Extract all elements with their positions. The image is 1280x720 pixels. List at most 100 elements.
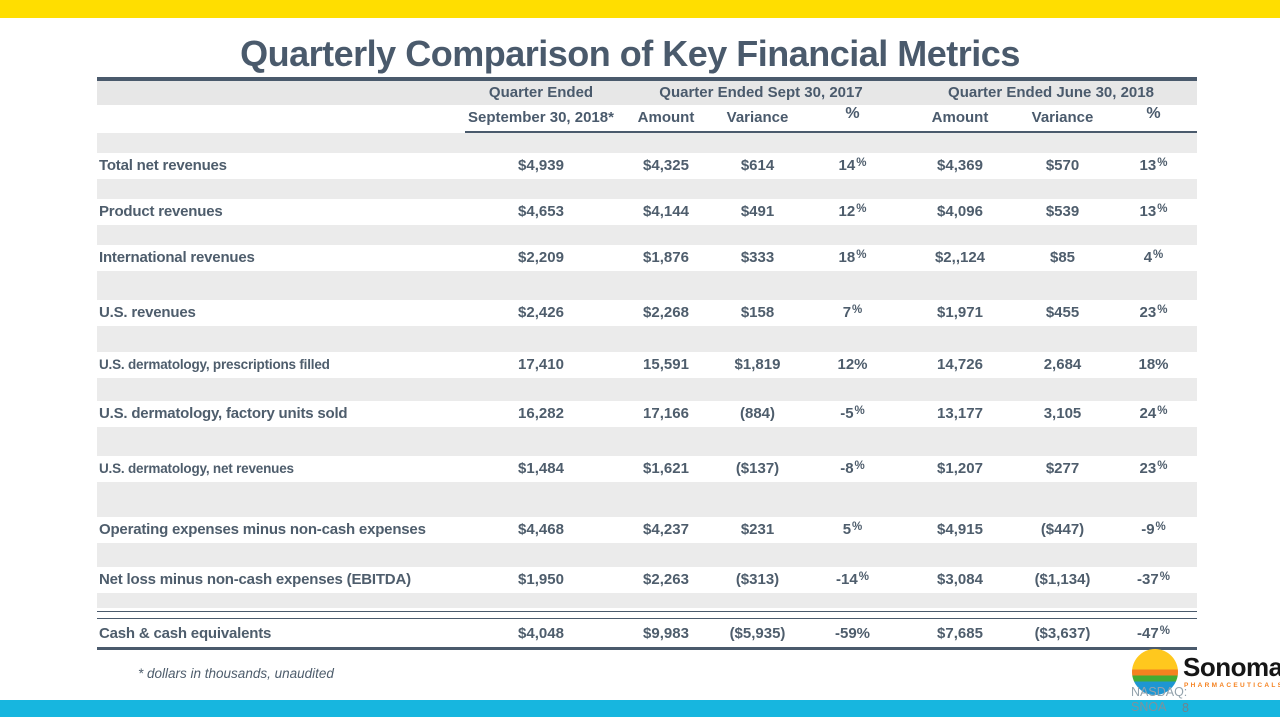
cell-2017-amount: $2,263 [643, 571, 689, 588]
table-sub-headers: September 30, 2018* Amount Variance % Am… [97, 105, 1197, 131]
cell-q3-2018-amount: $4,653 [518, 203, 564, 220]
cell-2018q2-variance: $277 [1045, 460, 1080, 477]
subheader-variance-2017: Variance [726, 109, 789, 126]
percent-sign: % [1153, 248, 1164, 261]
cell-2018q2-pct: 23% [1110, 456, 1197, 483]
percent-sign: % [854, 404, 865, 417]
cell-2018q2-amount: $1,971 [937, 304, 983, 321]
percent-sign: % [1157, 156, 1168, 169]
pct-value: 13 [1139, 157, 1157, 174]
cell-2018q2-variance: $539 [1045, 203, 1080, 220]
percent-sign: % [845, 105, 860, 122]
table-header-groups: Quarter Ended Quarter Ended Sept 30, 201… [97, 81, 1197, 105]
percent-sign: % [856, 202, 867, 215]
table-row: Cash & cash equivalents $4,048 $9,983 ($… [97, 621, 1197, 647]
table-row: Product revenues $4,653 $4,144 $491 12% … [97, 199, 1197, 225]
cell-2017-pct: 18% [800, 245, 905, 272]
pct-value: 23 [1139, 460, 1157, 477]
row-label: International revenues [99, 249, 255, 266]
cell-2017-pct: -59% [800, 621, 905, 648]
percent-sign: % [852, 303, 863, 316]
cell-2018q2-amount: 13,177 [937, 405, 983, 422]
cell-2017-variance: ($137) [735, 460, 780, 477]
cell-2018q2-variance: $570 [1045, 157, 1080, 174]
ticker-label: SNOA [1131, 700, 1167, 714]
percent-sign: % [854, 459, 865, 472]
row-spacer [97, 326, 1197, 352]
cell-q3-2018-amount: $4,939 [518, 157, 564, 174]
percent-sign: % [1159, 624, 1170, 637]
row-label: U.S. dermatology, net revenues [99, 461, 294, 476]
cell-2018q2-pct: -47% [1110, 621, 1197, 648]
table-row: U.S. dermatology, factory units sold 16,… [97, 401, 1197, 427]
table-row: Operating expenses minus non-cash expens… [97, 517, 1197, 543]
cell-2018q2-pct: 18% [1110, 352, 1197, 378]
percent-sign: % [1157, 202, 1168, 215]
pct-value: 5 [842, 521, 852, 538]
header-quarter-ended: Quarter Ended [488, 84, 594, 101]
row-spacer [97, 179, 1197, 199]
logo-subbrand-text: PHARMACEUTICALS [1184, 682, 1280, 689]
table-row: Net loss minus non-cash expenses (EBITDA… [97, 567, 1197, 593]
cell-2017-pct: 14% [800, 153, 905, 180]
pct-value: 12 [837, 356, 855, 373]
table-row: U.S. dermatology, net revenues $1,484 $1… [97, 456, 1197, 482]
row-label: Net loss minus non-cash expenses (EBITDA… [99, 571, 411, 588]
row-spacer [97, 133, 1197, 153]
cell-2017-variance: $158 [740, 304, 775, 321]
row-label: U.S. dermatology, prescriptions filled [99, 357, 330, 372]
cell-2018q2-pct: 13% [1110, 153, 1197, 180]
pct-value: -9 [1141, 521, 1155, 538]
cell-2017-pct: 5% [800, 517, 905, 544]
subheader-pct-2017: % [800, 105, 905, 131]
pct-value: 18 [838, 249, 856, 266]
row-spacer [97, 271, 1197, 300]
bottom-accent-bar [0, 700, 1280, 717]
row-spacer [97, 378, 1197, 401]
cell-2018q2-amount: $3,084 [937, 571, 983, 588]
nasdaq-label: NASDAQ: [1131, 685, 1188, 699]
pct-value: 7 [842, 304, 852, 321]
cell-2018q2-variance: 3,105 [1043, 405, 1082, 422]
cell-2018q2-pct: 4% [1110, 245, 1197, 272]
cell-2018q2-amount: 14,726 [937, 356, 983, 373]
percent-sign: % [1155, 356, 1169, 373]
subheader-amount-2017: Amount [637, 109, 695, 126]
row-spacer [97, 482, 1197, 517]
pct-value: 23 [1139, 304, 1157, 321]
pct-value: 12 [838, 203, 856, 220]
cell-2017-pct: 12% [800, 352, 905, 378]
logo-brand-text: Sonoma [1183, 652, 1280, 682]
cell-q3-2018-amount: $2,209 [518, 249, 564, 266]
header-underline [465, 131, 1197, 133]
pct-value: -47 [1137, 625, 1159, 642]
header-quarter-sept-2017: Quarter Ended Sept 30, 2017 [659, 84, 863, 101]
percent-sign: % [856, 625, 871, 642]
table-bottom-border [97, 647, 1197, 650]
top-accent-bar [0, 0, 1280, 18]
cell-2018q2-variance: $85 [1049, 249, 1076, 266]
cell-2017-amount: $4,144 [643, 203, 689, 220]
cell-2017-pct: -5% [800, 401, 905, 428]
row-label: U.S. revenues [99, 304, 196, 321]
page-title: Quarterly Comparison of Key Financial Me… [240, 33, 1020, 74]
percent-sign: % [1157, 459, 1168, 472]
row-label: Cash & cash equivalents [99, 625, 272, 642]
page-number: 8 [1182, 701, 1189, 715]
row-label: U.S. dermatology, factory units sold [99, 405, 348, 422]
cell-2018q2-variance: ($3,637) [1034, 625, 1091, 642]
cell-2017-amount: $2,268 [643, 304, 689, 321]
cell-q3-2018-amount: 17,410 [518, 356, 564, 373]
percent-sign: % [852, 520, 863, 533]
cell-2018q2-amount: $1,207 [937, 460, 983, 477]
percent-sign: % [1159, 570, 1170, 583]
percent-sign: % [1157, 303, 1168, 316]
percent-sign: % [856, 248, 867, 261]
cell-2017-pct: 12% [800, 199, 905, 226]
cell-2018q2-amount: $4,369 [937, 157, 983, 174]
table-row: International revenues $2,209 $1,876 $33… [97, 245, 1197, 271]
row-spacer [97, 543, 1197, 567]
pct-value: 13 [1139, 203, 1157, 220]
cell-2017-amount: $4,325 [643, 157, 689, 174]
